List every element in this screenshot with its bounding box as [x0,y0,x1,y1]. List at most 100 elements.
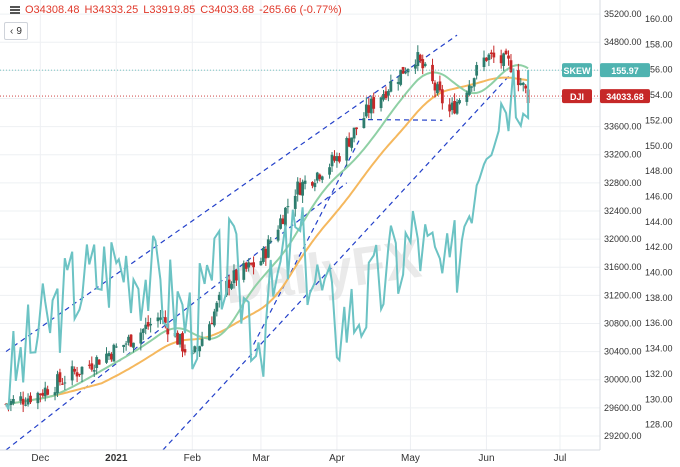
dji-candle [112,343,116,362]
candle-body [58,372,62,383]
dji-candle [63,375,67,390]
candle-body [284,207,287,227]
candle-body [320,176,324,180]
dji-candle [281,214,285,225]
dji-candle [110,352,113,362]
dji-candle [318,173,322,182]
dji-price-badge-value: 34033.68 [606,92,644,102]
time-tick-label: Jun [478,453,494,464]
dji-candle [97,359,101,365]
candle-body [311,182,314,186]
candle-body [472,78,476,87]
left-scale-tick-label: 34800.00 [604,37,642,47]
candle-body [362,118,366,128]
dji-candle [492,45,496,63]
candle-body [458,100,461,104]
right-scale-tick-label: 144.00 [645,217,673,227]
dji-candle [499,49,503,69]
indicators-toggle-button[interactable]: ‹ 9 [4,22,28,40]
candle-body [75,372,79,377]
candle-body [413,64,417,69]
candle-body [438,81,442,91]
candle-body [450,102,454,110]
candle-body [198,346,202,352]
skew-series [5,68,530,410]
time-tick-label: Feb [184,453,202,464]
dji-candle [87,360,91,369]
right-scale-tick-label: 146.00 [645,191,673,201]
dji-candle [382,89,385,102]
dji-candle [242,260,246,283]
dji-candle [399,69,403,87]
candle-body [281,218,285,225]
dji-candle [465,90,469,106]
candle-body [114,346,118,348]
dji-candle [413,59,417,74]
candle-body [232,270,236,284]
candle-body [166,323,170,335]
candle-body [467,85,471,95]
candle-body [516,70,520,86]
right-scale-tick-label: 128.00 [645,420,673,430]
candle-body [431,64,434,82]
candle-body [242,263,246,280]
candle-body [129,334,133,347]
dji-candle [198,345,202,357]
right-scale-tick-label: 134.00 [645,344,673,354]
dji-candle [244,261,248,272]
dji-candle [379,96,383,112]
candle-body [303,180,307,184]
candle-body [38,393,42,396]
candle-body [509,60,513,73]
candle-body [11,398,15,404]
left-scale-tick-label: 32000.00 [604,234,642,244]
dji-candle [453,93,456,115]
candle-body [244,262,248,269]
dji-candle [433,80,437,98]
trendline [358,118,443,121]
dji-candle [404,67,407,75]
dji-candle [502,52,506,71]
candle-body [485,57,488,61]
dji-candle [406,68,410,77]
candle-body [212,311,216,326]
candle-body [29,395,32,403]
skew-price-badge-value-box [600,63,650,78]
candle-body [401,67,405,74]
dji-candle [70,360,74,386]
candle-body [519,83,523,85]
candle-body [70,366,74,381]
left-scale-tick-label: 30400.00 [604,347,642,357]
dji-candle [176,330,179,345]
right-scale-tick-label: 150.00 [645,141,673,151]
dji-candle [43,381,47,402]
candle-body [127,336,130,343]
candle-body [423,63,427,66]
candle-body [433,82,437,91]
candle-body [9,401,13,406]
right-scale-tick-label: 156.00 [645,65,673,75]
candle-body [364,104,368,117]
menu-icon[interactable] [10,6,20,14]
dji-candle [364,97,368,119]
candle-body [21,398,25,405]
dji-candle [139,328,143,351]
candle-body [176,332,179,345]
candle-body [159,317,162,320]
dji-candle [303,175,307,190]
candle-body [78,373,81,375]
dji-candle [122,344,126,353]
left-scale-tick-label: 30000.00 [604,375,642,385]
candle-body [266,239,270,258]
dji-candle [92,364,96,378]
candle-body [269,240,273,242]
dji-candle [504,48,508,55]
ohlc-open: O34308.48 [25,4,80,16]
candle-body [90,363,94,370]
trendline [162,73,512,451]
candle-body [193,346,197,353]
candle-body [384,91,388,99]
candle-body [95,357,99,369]
